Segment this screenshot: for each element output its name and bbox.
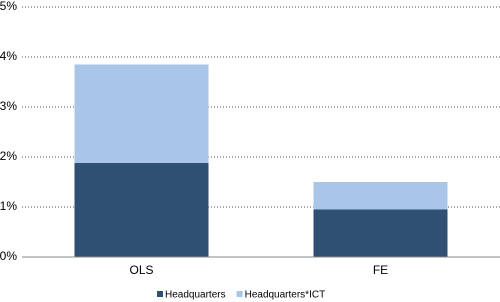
legend-label: Headquarters	[165, 290, 226, 301]
legend-swatch	[236, 291, 243, 297]
bar-segment	[74, 163, 209, 257]
y-tick-label: 0%	[0, 249, 17, 263]
x-tick-label: OLS	[129, 263, 153, 277]
bar-segment	[74, 64, 209, 163]
y-tick-label: 4%	[0, 49, 17, 63]
bar-segment	[313, 182, 448, 210]
legend: Headquarters Headquarters*ICT	[157, 290, 325, 301]
y-tick-label: 1%	[0, 199, 17, 213]
y-tick-label: 3%	[0, 99, 17, 113]
legend-swatch	[157, 291, 163, 297]
legend-label: Headquarters*ICT	[245, 290, 326, 301]
x-tick-label: FE	[373, 263, 388, 277]
y-tick-label: 2%	[0, 149, 17, 163]
y-tick-label: 5%	[0, 0, 17, 13]
bar-segment	[313, 209, 448, 257]
